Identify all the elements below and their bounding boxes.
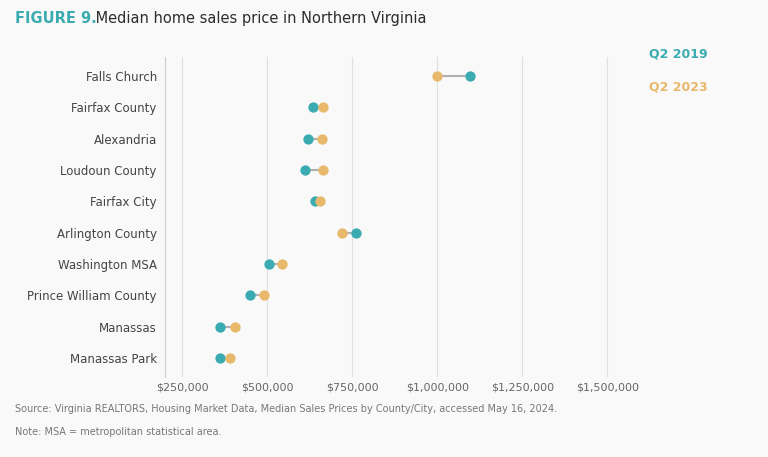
Point	[317, 104, 329, 111]
Text: Q2 2023: Q2 2023	[649, 81, 707, 94]
Point	[302, 135, 314, 142]
Point	[316, 135, 328, 142]
Point	[463, 72, 475, 80]
Point	[276, 260, 289, 268]
Point	[214, 323, 226, 330]
Point	[229, 323, 241, 330]
Point	[431, 72, 443, 80]
Point	[223, 355, 236, 362]
Text: Q2 2019: Q2 2019	[649, 48, 707, 61]
Point	[309, 198, 321, 205]
Point	[214, 355, 226, 362]
Text: FIGURE 9.: FIGURE 9.	[15, 11, 97, 27]
Text: Source: Virginia REALTORS, Housing Market Data, Median Sales Prices by County/Ci: Source: Virginia REALTORS, Housing Marke…	[15, 404, 558, 414]
Point	[263, 260, 275, 268]
Point	[244, 292, 257, 299]
Point	[299, 166, 311, 174]
Point	[349, 229, 362, 236]
Point	[307, 104, 319, 111]
Point	[317, 166, 329, 174]
Point	[257, 292, 270, 299]
Text: Note: MSA = metropolitan statistical area.: Note: MSA = metropolitan statistical are…	[15, 427, 222, 437]
Point	[336, 229, 348, 236]
Text: Median home sales price in Northern Virginia: Median home sales price in Northern Virg…	[91, 11, 426, 27]
Point	[313, 198, 326, 205]
